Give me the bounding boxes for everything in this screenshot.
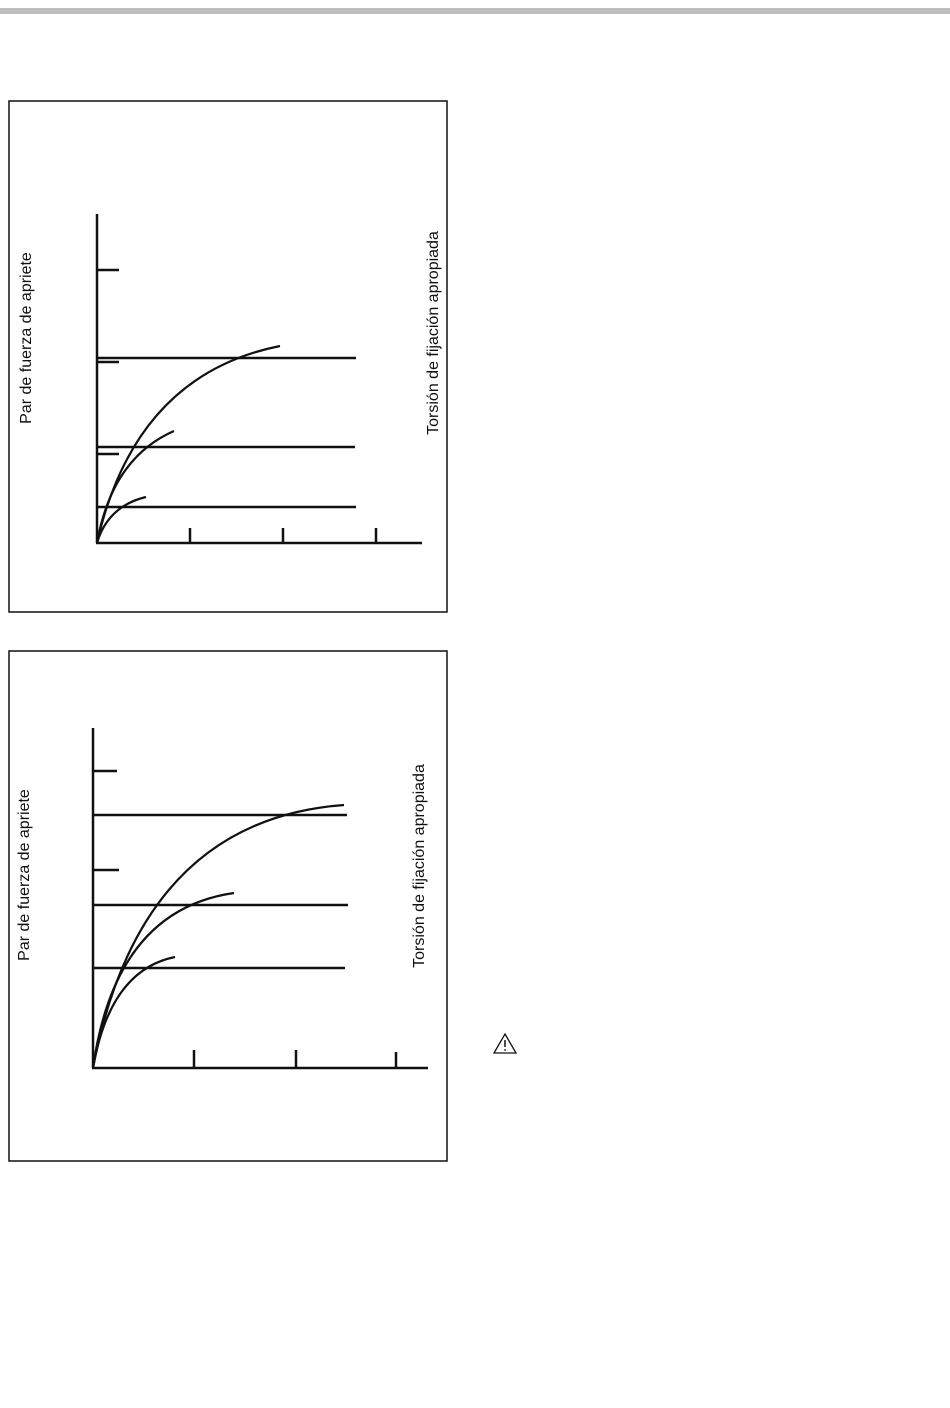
axis-label: Torsión de fijación apropiada xyxy=(411,764,428,968)
axis-label: Torsión de fijación apropiada xyxy=(425,231,442,435)
axis-label: Par de fuerza de apriete xyxy=(18,252,35,424)
header-bar xyxy=(0,8,950,14)
diagram xyxy=(91,728,428,1070)
figure: Par de fuerza de apriete Torsión de fija… xyxy=(8,100,448,613)
figure-frame xyxy=(8,650,448,1162)
warning-icon xyxy=(492,1032,518,1054)
axis-label: Par de fuerza de apriete xyxy=(16,789,33,961)
diagram xyxy=(95,214,422,545)
figure: Par de fuerza de apriete Torsión de fija… xyxy=(8,650,448,1162)
figure-frame xyxy=(8,100,448,613)
